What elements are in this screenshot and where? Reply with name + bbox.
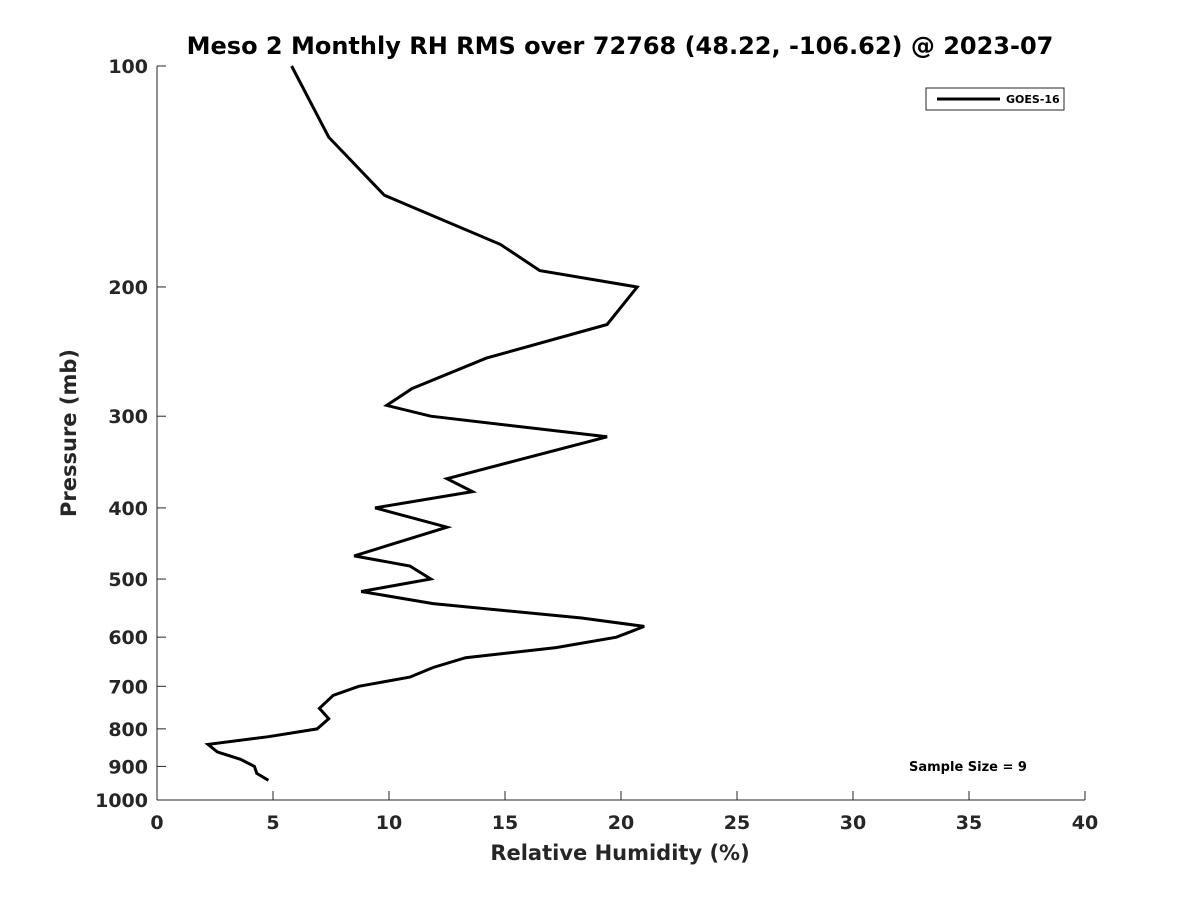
x-tick-label: 30 xyxy=(840,812,866,834)
x-tick-label: 40 xyxy=(1072,812,1098,834)
y-tick-label: 900 xyxy=(108,756,148,778)
x-tick-label: 15 xyxy=(492,812,518,834)
y-tick-label: 400 xyxy=(108,498,148,520)
legend-label-goes-16: GOES-16 xyxy=(1006,93,1060,106)
x-tick-label: 20 xyxy=(608,812,634,834)
y-tick-label: 500 xyxy=(108,569,148,591)
y-tick-label: 200 xyxy=(108,277,148,299)
x-axis-label: Relative Humidity (%) xyxy=(490,841,749,865)
y-tick-label: 300 xyxy=(108,406,148,428)
chart-title: Meso 2 Monthly RH RMS over 72768 (48.22,… xyxy=(187,32,1054,60)
series-line-goes-16 xyxy=(204,65,645,782)
y-tick-label: 600 xyxy=(108,627,148,649)
series-layer xyxy=(204,65,645,782)
y-axis-ticks: 100 200 300 400 500 600 700 800 900 1000 xyxy=(95,56,166,812)
sample-size-annotation: Sample Size = 9 xyxy=(909,760,1027,775)
y-tick-label: 1000 xyxy=(95,790,148,812)
x-tick-label: 0 xyxy=(150,812,163,834)
y-tick-label: 700 xyxy=(108,676,148,698)
y-axis-label: Pressure (mb) xyxy=(57,349,81,517)
x-tick-label: 5 xyxy=(266,812,279,834)
y-tick-label: 100 xyxy=(108,56,148,78)
x-tick-label: 10 xyxy=(376,812,402,834)
x-tick-label: 35 xyxy=(956,812,982,834)
legend: GOES-16 xyxy=(925,87,1065,111)
x-tick-label: 25 xyxy=(724,812,750,834)
plot-axes xyxy=(156,66,1085,801)
y-tick-label: 800 xyxy=(108,719,148,741)
x-axis-ticks: 0 5 10 15 20 25 30 35 40 xyxy=(150,791,1098,834)
